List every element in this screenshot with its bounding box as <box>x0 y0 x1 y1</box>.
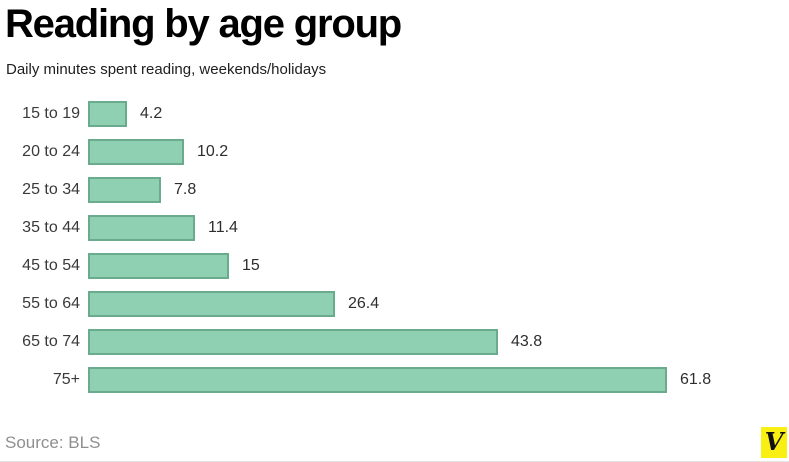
value-label: 4.2 <box>140 105 163 122</box>
chart-row: 55 to 64 26.4 <box>0 291 789 317</box>
category-label: 65 to 74 <box>22 333 80 350</box>
value-label: 10.2 <box>197 143 229 160</box>
chart-subtitle: Daily minutes spent reading, weekends/ho… <box>6 61 327 78</box>
value-label: 26.4 <box>348 295 380 312</box>
chart-row: 25 to 34 7.8 <box>0 177 789 203</box>
bar <box>88 101 127 127</box>
category-label: 20 to 24 <box>22 143 80 160</box>
category-label: 15 to 19 <box>22 105 80 122</box>
bar-chart: 15 to 19 4.2 20 to 24 10.2 25 to 34 7.8 35 to … <box>0 101 789 405</box>
bar <box>88 215 195 241</box>
value-label: 61.8 <box>680 371 712 388</box>
bar <box>88 329 498 355</box>
bar <box>88 177 161 203</box>
chart-row: 75+ 61.8 <box>0 367 789 393</box>
value-label: 43.8 <box>511 333 543 350</box>
category-label: 55 to 64 <box>22 295 80 312</box>
chart-row: 65 to 74 43.8 <box>0 329 789 355</box>
value-label: 7.8 <box>174 181 197 198</box>
category-label: 45 to 54 <box>22 257 80 274</box>
chart-row: 45 to 54 15 <box>0 253 789 279</box>
bar <box>88 139 184 165</box>
category-label: 75+ <box>52 371 80 388</box>
bar <box>88 367 667 393</box>
category-label: 35 to 44 <box>22 219 80 236</box>
source-attribution: Source: BLS <box>5 433 101 452</box>
category-label: 25 to 34 <box>22 181 80 198</box>
page-title: Reading by age group <box>5 2 402 46</box>
vox-logo-letter: V <box>764 426 784 456</box>
bar <box>88 291 335 317</box>
value-label: 15 <box>242 257 260 274</box>
vox-logo: V <box>761 427 787 458</box>
chart-row: 35 to 44 11.4 <box>0 215 789 241</box>
chart-row: 15 to 19 4.2 <box>0 101 789 127</box>
value-label: 11.4 <box>208 219 238 236</box>
chart-row: 20 to 24 10.2 <box>0 139 789 165</box>
bar <box>88 253 229 279</box>
